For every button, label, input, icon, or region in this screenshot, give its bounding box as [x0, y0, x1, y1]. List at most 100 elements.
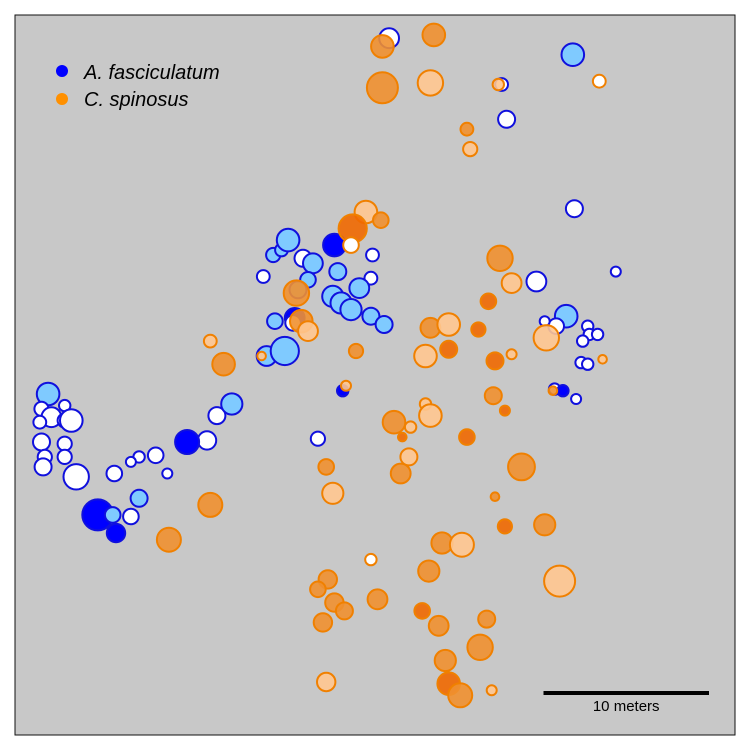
point-c-spinosus: [439, 339, 459, 359]
point-a-fasciculatum: [33, 457, 53, 477]
point-c-spinosus: [486, 244, 514, 272]
point-a-fasciculatum: [570, 393, 583, 405]
point-c-spinosus: [342, 236, 360, 254]
point-c-spinosus: [532, 324, 560, 352]
point-a-fasciculatum: [525, 270, 548, 293]
point-c-spinosus: [312, 612, 334, 633]
point-a-fasciculatum: [32, 432, 51, 452]
point-a-fasciculatum: [361, 306, 381, 326]
point-a-fasciculatum: [266, 312, 284, 331]
point-c-spinosus: [282, 279, 311, 307]
point-c-spinosus: [413, 343, 438, 369]
point-a-fasciculatum: [122, 507, 140, 526]
point-c-spinosus: [381, 409, 407, 435]
point-c-spinosus: [427, 614, 450, 637]
legend-marker-a-fasciculatum: [56, 65, 68, 77]
point-c-spinosus: [155, 526, 182, 553]
point-c-spinosus: [418, 403, 443, 428]
point-c-spinosus: [403, 420, 418, 434]
point-a-fasciculatum: [374, 315, 394, 334]
point-c-spinosus: [470, 321, 487, 338]
point-c-spinosus: [365, 71, 399, 105]
point-c-spinosus: [591, 73, 607, 89]
point-a-fasciculatum: [269, 335, 300, 367]
point-a-fasciculatum: [309, 430, 326, 447]
point-a-fasciculatum: [32, 414, 48, 430]
legend-label-a-fasciculatum: A. fasciculatum: [83, 62, 220, 84]
point-a-fasciculatum: [56, 448, 73, 465]
point-c-spinosus: [317, 458, 336, 476]
point-a-fasciculatum: [161, 467, 174, 480]
point-c-spinosus: [397, 431, 408, 443]
point-c-spinosus: [458, 428, 476, 446]
point-a-fasciculatum: [365, 247, 380, 263]
scale-bar-label: 10 meters: [593, 698, 660, 715]
point-a-fasciculatum: [56, 435, 73, 452]
point-c-spinosus: [496, 518, 513, 535]
point-c-spinosus: [447, 682, 474, 709]
point-c-spinosus: [462, 141, 479, 158]
point-c-spinosus: [466, 633, 494, 661]
point-c-spinosus: [334, 601, 354, 621]
point-c-spinosus: [316, 671, 337, 693]
point-a-fasciculatum: [105, 522, 127, 544]
point-c-spinosus: [297, 320, 319, 343]
point-a-fasciculatum: [207, 406, 227, 426]
point-c-spinosus: [347, 342, 365, 360]
point-a-fasciculatum: [146, 446, 165, 465]
point-c-spinosus: [483, 386, 503, 406]
point-c-spinosus: [416, 69, 445, 97]
point-a-fasciculatum: [348, 277, 371, 300]
point-a-fasciculatum: [302, 252, 324, 275]
point-c-spinosus: [321, 481, 345, 505]
point-a-fasciculatum: [328, 262, 348, 282]
point-a-fasciculatum: [124, 455, 137, 468]
point-c-spinosus: [421, 22, 447, 48]
point-c-spinosus: [256, 350, 267, 362]
point-c-spinosus: [372, 211, 390, 229]
point-c-spinosus: [417, 559, 441, 583]
point-c-spinosus: [547, 385, 559, 397]
point-c-spinosus: [491, 77, 505, 92]
legend-marker-c-spinosus: [56, 93, 68, 105]
point-c-spinosus: [485, 684, 498, 697]
point-c-spinosus: [459, 121, 475, 137]
point-c-spinosus: [433, 648, 457, 673]
point-a-fasciculatum: [576, 334, 590, 348]
point-a-fasciculatum: [220, 392, 244, 416]
point-c-spinosus: [507, 452, 536, 482]
point-a-fasciculatum: [581, 357, 595, 371]
point-c-spinosus: [364, 552, 378, 567]
point-c-spinosus: [202, 333, 218, 349]
point-c-spinosus: [543, 564, 577, 598]
point-a-fasciculatum: [275, 227, 301, 253]
point-a-fasciculatum: [196, 430, 218, 451]
point-c-spinosus: [413, 602, 432, 620]
point-c-spinosus: [505, 348, 518, 361]
point-c-spinosus: [479, 292, 498, 311]
point-c-spinosus: [370, 34, 395, 59]
point-c-spinosus: [366, 588, 389, 611]
point-a-fasciculatum: [105, 464, 124, 483]
point-a-fasciculatum: [339, 298, 363, 322]
point-a-fasciculatum: [174, 429, 201, 455]
point-c-spinosus: [197, 491, 224, 518]
point-a-fasciculatum: [103, 506, 122, 524]
point-a-fasciculatum: [609, 265, 622, 278]
point-a-fasciculatum: [590, 327, 605, 342]
point-a-fasciculatum: [556, 384, 570, 398]
points-layer: [32, 22, 622, 709]
point-c-spinosus: [500, 272, 523, 295]
point-a-fasciculatum: [497, 109, 517, 129]
point-a-fasciculatum: [59, 408, 84, 433]
point-a-fasciculatum: [62, 463, 90, 491]
plot-background: [14, 14, 736, 736]
point-c-spinosus: [340, 379, 352, 392]
point-c-spinosus: [477, 609, 497, 629]
point-a-fasciculatum: [255, 269, 271, 284]
point-c-spinosus: [498, 404, 511, 417]
legend-label-c-spinosus: C. spinosus: [84, 89, 189, 111]
point-c-spinosus: [211, 351, 236, 377]
legend: A. fasciculatum C. spinosus: [56, 62, 220, 111]
